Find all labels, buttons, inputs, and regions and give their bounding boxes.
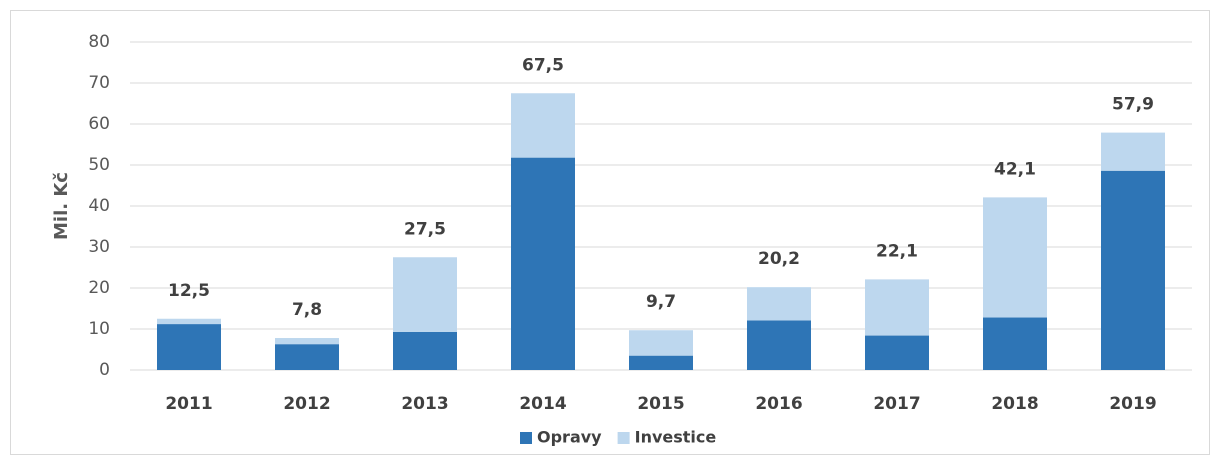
x-tick-label: 2014	[519, 394, 566, 414]
bar-segment	[747, 287, 811, 321]
x-tick-label: 2017	[873, 394, 920, 414]
bar-segment	[983, 197, 1047, 318]
y-tick-label: 50	[88, 155, 110, 175]
bar-segment	[275, 344, 339, 370]
total-label: 27,5	[404, 219, 446, 239]
y-tick-label: 80	[88, 32, 110, 52]
legend-label: Opravy	[537, 428, 602, 447]
x-tick-label: 2011	[165, 394, 212, 414]
x-tick-label: 2018	[991, 394, 1038, 414]
legend-label: Investice	[635, 428, 717, 447]
bar-segment	[629, 330, 693, 356]
legend-swatch	[617, 432, 630, 444]
total-label: 57,9	[1112, 95, 1154, 115]
y-tick-label: 20	[88, 278, 110, 298]
bar-segment	[275, 338, 339, 345]
bar-segment	[157, 324, 221, 370]
total-label: 22,1	[876, 241, 918, 261]
y-tick-label: 70	[88, 73, 110, 93]
bar-segment	[157, 318, 221, 325]
x-tick-label: 2012	[283, 394, 330, 414]
bar-segment	[1101, 132, 1165, 171]
legend-swatch	[520, 432, 532, 444]
total-label: 9,7	[646, 292, 676, 312]
bar-segment	[511, 157, 575, 370]
total-label: 42,1	[994, 159, 1036, 179]
total-label: 7,8	[292, 300, 322, 320]
x-tick-label: 2016	[755, 394, 802, 414]
bar-segment	[511, 93, 575, 158]
bar-segment	[983, 317, 1047, 370]
x-tick-label: 2013	[401, 394, 448, 414]
y-tick-label: 10	[88, 319, 110, 339]
y-tick-label: 0	[99, 360, 110, 380]
bar-segment	[629, 355, 693, 370]
bar-segment	[747, 320, 811, 370]
x-tick-label: 2015	[637, 394, 684, 414]
y-axis-label: Mil. Kč	[51, 172, 72, 240]
y-tick-label: 40	[88, 196, 110, 216]
y-tick-label: 30	[88, 237, 110, 257]
bar-segment	[865, 335, 929, 370]
bar-segment	[1101, 170, 1165, 370]
total-label: 20,2	[758, 249, 800, 269]
total-label: 67,5	[522, 55, 564, 75]
bar-segment	[393, 257, 457, 332]
total-label: 12,5	[168, 281, 210, 301]
y-tick-label: 60	[88, 114, 110, 134]
bar-segment	[865, 279, 929, 336]
bar-segment	[393, 331, 457, 370]
x-tick-label: 2019	[1109, 394, 1156, 414]
